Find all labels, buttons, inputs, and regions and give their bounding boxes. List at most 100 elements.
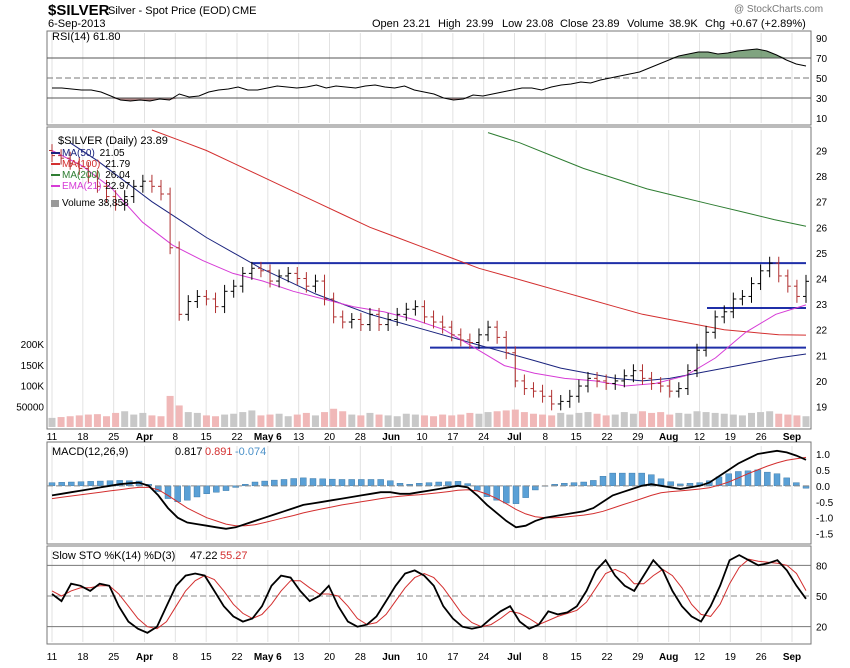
x-tick-label: Aug — [659, 432, 678, 443]
volume-bar — [57, 417, 65, 427]
x-tick-label-bottom: May 6 — [254, 652, 282, 663]
volume-bar — [775, 413, 783, 427]
rsi-y-tick: 90 — [816, 34, 828, 45]
sto-d-value: 55.27 — [220, 550, 248, 562]
macd-histogram-bar — [367, 479, 375, 487]
price-y-tick: 29 — [816, 146, 828, 157]
open-label: Open — [372, 18, 399, 30]
volume-bar — [430, 416, 438, 427]
rsi-y-tick: 50 — [816, 74, 828, 85]
macd-histogram-bar — [754, 469, 761, 487]
price-panel — [46, 126, 812, 430]
price-y-tick: 19 — [816, 403, 828, 414]
volume-bar — [711, 412, 719, 427]
sto-title: Slow STO %K(14) %D(3) — [52, 550, 175, 562]
x-tick-label-bottom: 20 — [324, 652, 336, 663]
volume-bar — [302, 412, 310, 427]
volume-bar — [529, 413, 537, 427]
volume-bar — [502, 410, 510, 427]
x-tick-label-bottom: 8 — [173, 652, 179, 663]
macd-histogram-bar — [251, 481, 259, 487]
volume-bar — [284, 416, 292, 427]
x-tick-label: 22 — [601, 432, 613, 443]
x-tick-label-bottom: 15 — [201, 652, 213, 663]
ma-line-ma100 — [151, 129, 807, 336]
volume-bar — [548, 415, 556, 427]
x-tick-label: 26 — [756, 432, 768, 443]
watermark: @ StockCharts.com — [734, 4, 823, 15]
macd-histogram-bar — [309, 478, 317, 487]
rsi-group: 90 70 50 30 10 — [47, 34, 828, 125]
x-tick-label: 15 — [571, 432, 583, 443]
volume-bar — [702, 412, 710, 427]
volume-bar — [539, 414, 547, 427]
x-tick-label: 25 — [108, 432, 120, 443]
x-tick-label: Sep — [783, 432, 801, 443]
volume-bar — [375, 414, 383, 427]
volume-bar — [666, 414, 674, 427]
stochastic-panel — [46, 545, 812, 645]
macd-histogram-bar — [483, 485, 491, 497]
x-tick-label: 10 — [416, 432, 428, 443]
ma-line-ma200 — [487, 132, 807, 227]
legend-name: MA(100) — [62, 159, 100, 170]
macd-histogram-bar — [783, 477, 790, 487]
macd-histogram-bar — [503, 485, 510, 504]
macd-histogram-bar — [358, 479, 365, 487]
volume-bar — [411, 414, 419, 427]
volume-bar — [511, 409, 519, 427]
high-label: High — [438, 18, 461, 30]
macd-histogram-bar — [280, 479, 288, 487]
macd-histogram-bar — [744, 470, 752, 487]
sto-y-tick: 50 — [816, 592, 828, 603]
macd-histogram-bar — [532, 485, 539, 491]
volume-bar — [112, 412, 120, 427]
x-tick-label: 15 — [201, 432, 213, 443]
open-value: 23.21 — [403, 18, 431, 30]
volume-bar — [157, 416, 165, 427]
macd-y-tick: -0.5 — [816, 498, 834, 509]
macd-histogram-bar — [445, 481, 452, 487]
x-tick-label-bottom: Sep — [783, 652, 801, 663]
volume-legend-swatch — [51, 200, 59, 207]
x-tick-label-bottom: 22 — [601, 652, 613, 663]
x-tick-label: Jul — [507, 432, 522, 443]
legend-value: 26.04 — [105, 170, 130, 181]
volume-bar — [638, 411, 646, 427]
x-tick-label: 22 — [231, 432, 243, 443]
macd-histogram-bar — [522, 485, 529, 498]
x-tick-label-bottom: 17 — [447, 652, 459, 663]
volume-bar — [357, 415, 365, 427]
volume-bar — [729, 414, 737, 427]
x-tick-label-bottom: 25 — [108, 652, 120, 663]
macd-histogram-bar — [609, 472, 616, 487]
macd-histogram-bar — [725, 473, 732, 487]
volume-bar — [457, 414, 465, 427]
volume-bar — [257, 415, 265, 427]
macd-y-tick: 0.0 — [816, 482, 830, 493]
x-tick-label-bottom: 24 — [478, 652, 490, 663]
x-tick-label-bottom: 19 — [725, 652, 737, 663]
volume-bar — [520, 412, 528, 427]
volume-bar — [648, 412, 656, 427]
volume-bar — [230, 413, 238, 427]
volume-bar — [148, 415, 156, 427]
macd-signal-line — [51, 456, 807, 527]
macd-histogram-bar — [599, 476, 607, 487]
volume-bar — [420, 415, 428, 427]
volume-bar — [575, 412, 583, 427]
x-tick-label-bottom: Apr — [136, 652, 153, 663]
x-tick-label: 24 — [478, 432, 490, 443]
price-y-tick: 20 — [816, 377, 828, 388]
volume-bar — [275, 413, 283, 427]
legend-value: 21.05 — [100, 148, 125, 159]
macd-group: 1.0 0.5 0.0 -0.5 -1.0 -1.5 — [47, 449, 834, 541]
legend-name: MA(50) — [62, 148, 95, 159]
volume-bar — [657, 412, 665, 427]
volume-bar — [802, 416, 810, 427]
x-tick-label-bottom: Aug — [659, 652, 678, 663]
price-title: $SILVER (Daily) 23.89 — [58, 135, 168, 147]
price-y-tick: 28 — [816, 172, 828, 183]
macd-histogram-bar — [512, 485, 520, 504]
macd-histogram-bar — [764, 471, 771, 487]
